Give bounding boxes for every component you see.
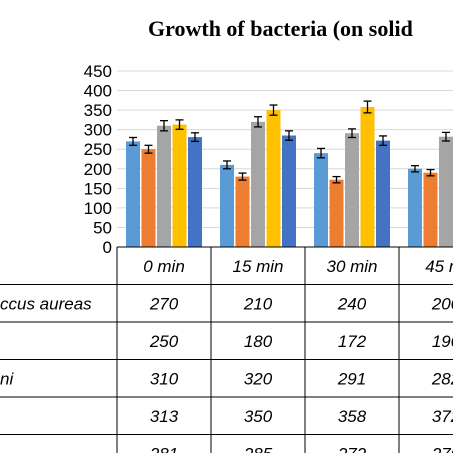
table-cell-value: 281 <box>149 445 178 454</box>
bar <box>345 133 359 247</box>
bar <box>172 124 187 247</box>
table-cell-value: 190 <box>432 332 453 351</box>
category-label: 0 min <box>143 257 185 276</box>
bar <box>157 125 171 247</box>
y-tick-label: 50 <box>93 218 112 237</box>
table-cell-value: 180 <box>244 332 273 351</box>
y-tick-label: 400 <box>84 82 112 101</box>
bar <box>408 168 422 247</box>
table-cell-value: 270 <box>149 295 179 314</box>
bar <box>423 172 438 247</box>
table-cell-value: 250 <box>149 332 179 351</box>
table-cell-value: 350 <box>244 407 273 426</box>
table-cell-value: 282 <box>431 370 453 389</box>
bar <box>220 164 234 247</box>
table-cell-value: 210 <box>243 295 273 314</box>
table-cell-value: 291 <box>337 370 366 389</box>
bar <box>251 121 265 247</box>
category-label: 45 mi <box>425 257 453 276</box>
table-cell-value: 372 <box>432 407 453 426</box>
table-cell-value: 310 <box>150 370 179 389</box>
bar <box>439 136 453 247</box>
category-label: 15 min <box>232 257 283 276</box>
bar <box>282 135 296 247</box>
bar <box>376 140 390 247</box>
series-name: ni <box>0 370 14 389</box>
bar <box>141 149 156 247</box>
category-label: 30 min <box>326 257 377 276</box>
table-cell-value: 270 <box>431 445 453 454</box>
bar <box>266 110 281 247</box>
y-tick-label: 250 <box>84 140 112 159</box>
table-cell-value: 320 <box>244 370 273 389</box>
table-cell-value: 172 <box>338 332 367 351</box>
bar <box>188 137 202 247</box>
table-cell-value: 200 <box>431 295 453 314</box>
y-tick-label: 100 <box>84 199 112 218</box>
table-cell-value: 272 <box>337 445 367 454</box>
bar <box>314 153 328 247</box>
bar <box>360 106 375 247</box>
y-tick-label: 350 <box>84 101 112 120</box>
y-tick-label: 150 <box>84 179 112 198</box>
bar <box>126 141 140 247</box>
table-cell-value: 313 <box>150 407 179 426</box>
bar <box>329 179 344 247</box>
table-cell-value: 358 <box>338 407 367 426</box>
bar <box>235 176 250 247</box>
table-cell-value: 240 <box>337 295 367 314</box>
y-tick-label: 300 <box>84 121 112 140</box>
y-tick-label: 200 <box>84 160 112 179</box>
y-tick-label: 450 <box>84 62 112 81</box>
table-cell-value: 285 <box>243 445 273 454</box>
chart-title: Growth of bacteria (on solid <box>148 16 413 41</box>
y-tick-label: 0 <box>103 238 112 257</box>
series-name: ccus aureas <box>0 295 92 314</box>
